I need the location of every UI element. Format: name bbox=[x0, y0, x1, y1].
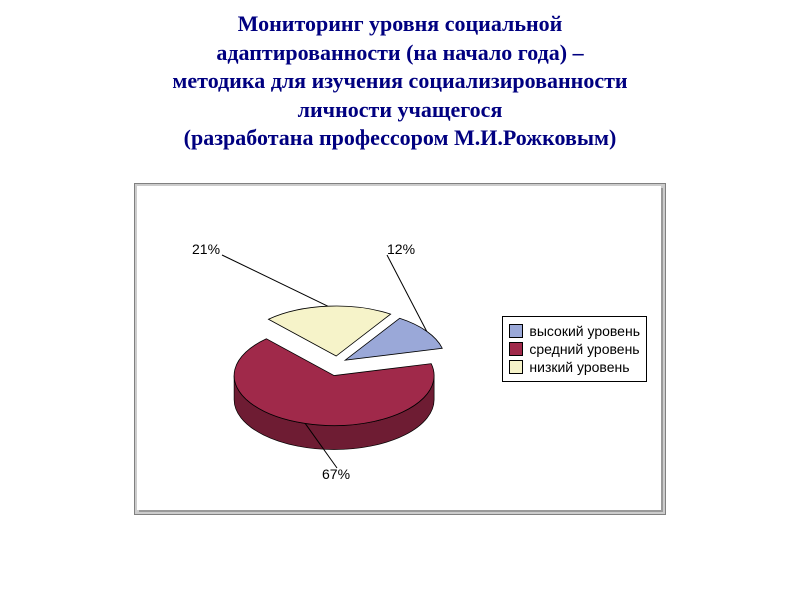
legend-label-high: высокий уровень bbox=[529, 323, 640, 339]
page-title: Мониторинг уровня социальной адаптирован… bbox=[0, 0, 800, 153]
title-line-3: методика для изучения социализированност… bbox=[40, 67, 760, 96]
title-line-1: Мониторинг уровня социальной bbox=[40, 10, 760, 39]
title-line-2: адаптированности (на начало года) – bbox=[40, 39, 760, 68]
legend-label-low: низкий уровень bbox=[529, 359, 629, 375]
data-label-high: 12% bbox=[387, 241, 415, 257]
legend-swatch-medium bbox=[509, 342, 523, 356]
legend-label-medium: средний уровень bbox=[529, 341, 639, 357]
legend-item-medium: средний уровень bbox=[509, 341, 640, 357]
legend-item-low: низкий уровень bbox=[509, 359, 640, 375]
legend-item-high: высокий уровень bbox=[509, 323, 640, 339]
legend: высокий уровень средний уровень низкий у… bbox=[502, 316, 647, 382]
legend-swatch-high bbox=[509, 324, 523, 338]
legend-swatch-low bbox=[509, 360, 523, 374]
chart-plot-area: 12% 67% 21% высокий уровень средний уров… bbox=[137, 186, 661, 510]
title-line-4: личности учащегося bbox=[40, 96, 760, 125]
data-label-low: 21% bbox=[192, 241, 220, 257]
chart-frame: 12% 67% 21% высокий уровень средний уров… bbox=[134, 183, 666, 515]
data-label-medium: 67% bbox=[322, 466, 350, 482]
title-line-5: (разработана профессором М.И.Рожковым) bbox=[40, 124, 760, 153]
